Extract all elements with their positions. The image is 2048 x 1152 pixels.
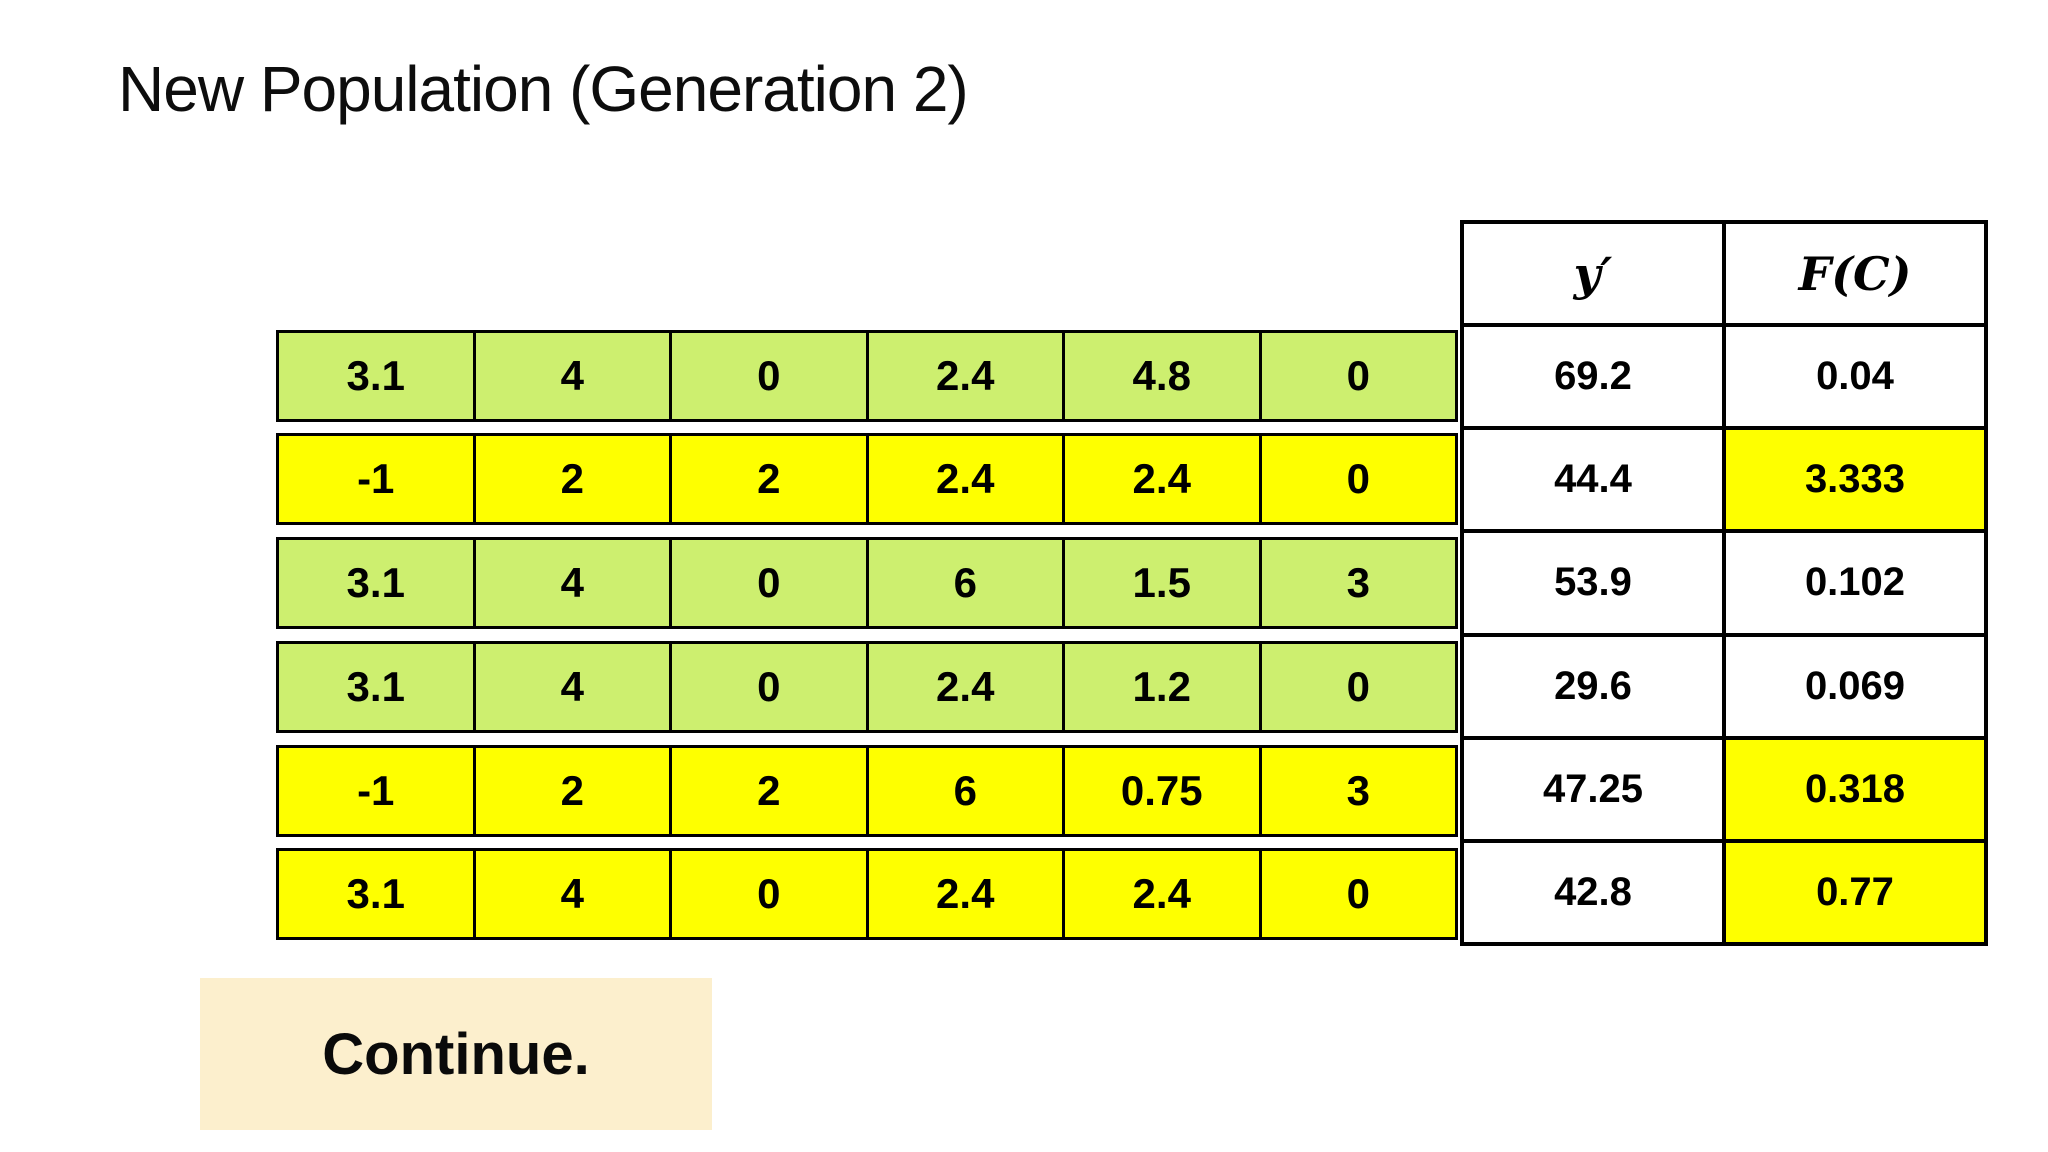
gene-cell: 3.1	[279, 333, 476, 419]
gene-cell: 0	[1346, 352, 1370, 399]
gene-cell: 6	[869, 540, 1065, 626]
gene-cell: 0	[672, 644, 869, 730]
gene-cell: 1.5	[1065, 540, 1262, 626]
gene-cell: 4	[476, 851, 672, 937]
gene-cell: 4	[476, 333, 672, 419]
y-prime-value: 42.8	[1462, 840, 1724, 944]
gene-cell: 2.4	[1065, 436, 1262, 522]
gene-cell: -1	[279, 748, 476, 834]
gene-cell: 1.2	[1065, 644, 1262, 730]
gene-cell: 3.1	[279, 644, 476, 730]
fitness-value: 0.04	[1724, 325, 1986, 429]
gene-cell: 0	[1346, 663, 1370, 710]
gene-cell: 2	[672, 748, 869, 834]
fitness-value: 0.069	[1724, 634, 1986, 738]
y-prime-value: 53.9	[1462, 531, 1724, 635]
gene-cell: 2	[476, 436, 672, 522]
gene-row-2: -1 2 2 2.4 2.4 0	[276, 433, 1458, 525]
gene-cell: 0.75	[1065, 748, 1262, 834]
continue-button[interactable]: Continue.	[200, 978, 712, 1130]
gene-cell: 2.4	[869, 436, 1065, 522]
gene-cell: 4	[476, 540, 672, 626]
column-header-y-prime: y′	[1462, 222, 1724, 326]
gene-cell: 6	[869, 748, 1065, 834]
gene-row-4: 3.1 4 0 2.4 1.2 0	[276, 641, 1458, 733]
gene-cell: 2	[476, 748, 672, 834]
gene-cell: 3	[1346, 767, 1370, 814]
gene-cell: 2	[672, 436, 869, 522]
gene-cell: 2.4	[869, 851, 1065, 937]
gene-cell: 0	[672, 851, 869, 937]
gene-cell: -1	[279, 436, 476, 522]
slide-title: New Population (Generation 2)	[118, 53, 969, 125]
gene-cell: 4.8	[1065, 333, 1262, 419]
gene-row-1: 3.1 4 0 2.4 4.8 0	[276, 330, 1458, 422]
continue-label: Continue.	[322, 1021, 590, 1087]
fitness-value-highlighted: 0.318	[1724, 737, 1986, 841]
y-prime-value: 47.25	[1462, 737, 1724, 841]
results-table: y′ F(C) 69.2 0.04 44.4 3.333 53.9 0.102 …	[1460, 220, 1988, 946]
column-header-fitness: F(C)	[1724, 222, 1986, 326]
y-prime-value: 44.4	[1462, 428, 1724, 532]
gene-cell: 2.4	[869, 333, 1065, 419]
gene-row-6: 3.1 4 0 2.4 2.4 0	[276, 848, 1458, 940]
gene-cell: 0	[1346, 455, 1370, 502]
gene-cell: 3.1	[279, 540, 476, 626]
y-prime-value: 69.2	[1462, 325, 1724, 429]
gene-row-3: 3.1 4 0 6 1.5 3	[276, 537, 1458, 629]
fitness-value: 0.102	[1724, 531, 1986, 635]
gene-cell: 0	[672, 540, 869, 626]
gene-cell: 4	[476, 644, 672, 730]
gene-cell: 3	[1346, 559, 1370, 606]
gene-cell: 2.4	[1065, 851, 1262, 937]
gene-row-5: -1 2 2 6 0.75 3	[276, 745, 1458, 837]
gene-cell: 3.1	[279, 851, 476, 937]
gene-cell: 2.4	[869, 644, 1065, 730]
fitness-value-highlighted: 3.333	[1724, 428, 1986, 532]
fitness-value-highlighted: 0.77	[1724, 840, 1986, 944]
gene-cell: 0	[1346, 870, 1370, 917]
gene-cell: 0	[672, 333, 869, 419]
y-prime-value: 29.6	[1462, 634, 1724, 738]
